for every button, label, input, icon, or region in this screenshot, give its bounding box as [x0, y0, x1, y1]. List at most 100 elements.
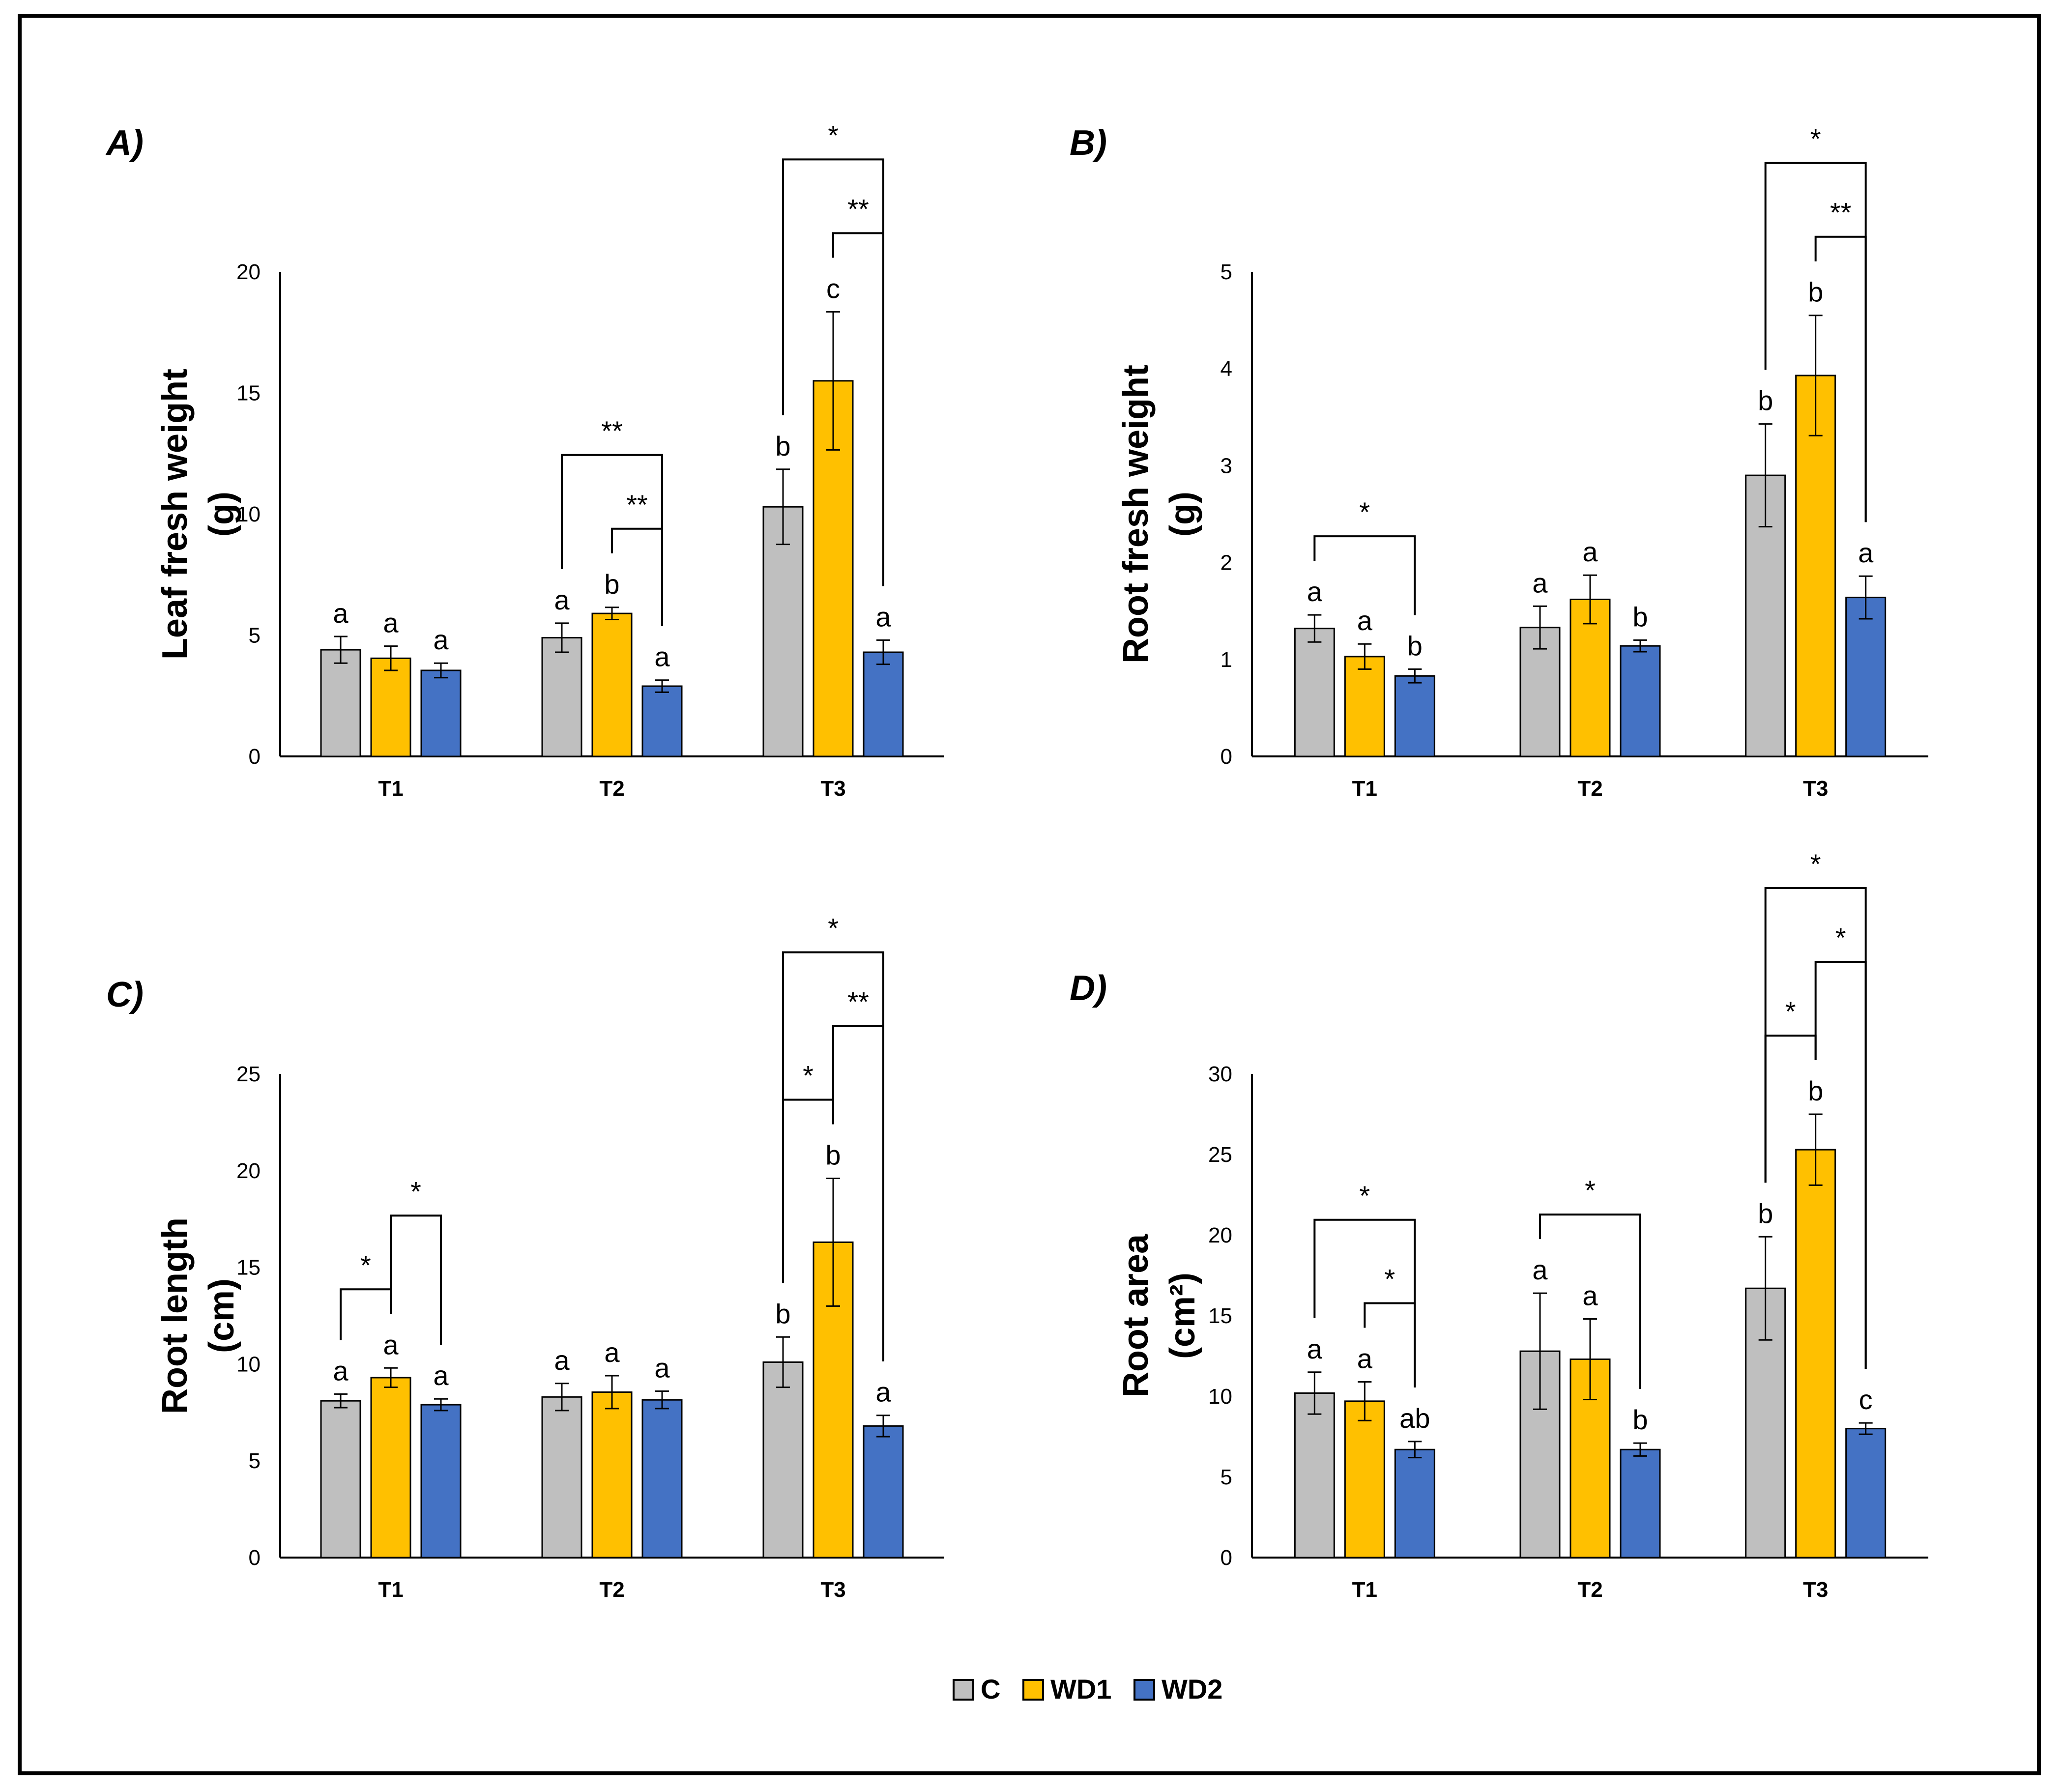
y-tick-label: 1 — [1220, 648, 1232, 672]
significance-letter: b — [1808, 277, 1823, 308]
bar-wd2 — [420, 1404, 462, 1559]
y-axis-label: (cm²) — [1163, 1272, 1202, 1359]
bar-c — [1294, 628, 1335, 757]
x-tick-label: T3 — [820, 777, 845, 801]
panel-letter: C) — [106, 975, 144, 1014]
bar-wd2 — [641, 1399, 683, 1559]
bar-c — [320, 1400, 361, 1559]
bar-wd2 — [863, 1425, 904, 1559]
y-tick-label: 0 — [249, 745, 261, 769]
y-tick-label: 30 — [1208, 1062, 1232, 1086]
significance-letter: b — [604, 569, 619, 600]
legend-swatch-c — [953, 1679, 974, 1701]
significance-stars: * — [1384, 1263, 1395, 1294]
legend-swatch-wd1 — [1022, 1679, 1044, 1701]
x-tick-label: T2 — [1577, 1578, 1602, 1602]
y-axis-label: (cm) — [202, 1278, 241, 1353]
significance-letter: b — [775, 1298, 790, 1329]
x-tick-label: T1 — [1352, 777, 1377, 801]
y-axis-label: (g) — [1163, 491, 1202, 537]
legend-label-wd1: WD1 — [1050, 1674, 1111, 1705]
x-tick-label: T1 — [378, 777, 403, 801]
significance-letter: a — [554, 584, 570, 615]
y-tick-label: 10 — [236, 1352, 261, 1376]
bar-wd2 — [1845, 1428, 1887, 1559]
significance-letter: a — [1357, 605, 1373, 636]
legend-label-wd2: WD2 — [1162, 1674, 1222, 1705]
y-tick-label: 0 — [1220, 745, 1232, 769]
significance-letter: b — [825, 1140, 841, 1171]
bar-wd2 — [1620, 645, 1661, 757]
significance-letter: a — [1858, 537, 1874, 568]
y-axis-label: Root fresh weight — [1116, 365, 1156, 664]
y-tick-label: 20 — [236, 1159, 261, 1183]
significance-stars: * — [828, 119, 839, 150]
bar-wd2 — [1620, 1448, 1661, 1559]
panel-letter: D) — [1070, 969, 1107, 1008]
significance-letter: a — [333, 598, 349, 629]
y-axis-label: Leaf fresh weight — [155, 369, 195, 660]
bar-wd1 — [1795, 375, 1836, 757]
significance-stars: * — [1835, 922, 1846, 953]
bar-wd2 — [863, 651, 904, 757]
significance-letter: a — [433, 1360, 449, 1391]
significance-letter: ab — [1399, 1403, 1430, 1434]
significance-stars: ** — [1830, 197, 1852, 228]
y-tick-label: 15 — [1208, 1304, 1232, 1328]
significance-stars: ** — [601, 415, 623, 446]
significance-letter: a — [654, 641, 670, 672]
bar-wd1 — [1569, 599, 1611, 757]
x-tick-label: T3 — [1803, 1578, 1828, 1602]
chart-panel-b: B) Root fresh weight (g) 0 1 2 3 4 5 T1 a a b T2 a a b T3… — [1070, 123, 1928, 801]
bar-c — [320, 649, 361, 757]
bar-c — [1294, 1392, 1335, 1559]
significance-letter: a — [554, 1345, 570, 1376]
y-tick-label: 5 — [249, 1449, 261, 1473]
significance-letter: b — [1758, 1198, 1773, 1229]
bar-wd1 — [370, 1377, 411, 1559]
significance-stars: * — [410, 1176, 421, 1207]
bar-c — [1519, 627, 1561, 757]
y-axis-label: Root area — [1116, 1234, 1156, 1397]
bar-wd2 — [1394, 1448, 1435, 1559]
chart-panel-a: A) Leaf fresh weight (g) 0 5 10 15 20 T1 a a a T2 a b a… — [105, 119, 944, 801]
significance-letter: a — [604, 1337, 620, 1368]
significance-letter: a — [433, 624, 449, 655]
significance-bracket — [390, 1214, 442, 1345]
bar-wd1 — [591, 612, 633, 757]
bar-wd1 — [1795, 1149, 1836, 1559]
panel-letter: A) — [105, 123, 144, 163]
significance-bracket — [782, 951, 884, 1361]
significance-stars: * — [1359, 496, 1370, 527]
significance-letter: c — [1859, 1384, 1873, 1415]
y-tick-label: 25 — [236, 1062, 261, 1086]
y-tick-label: 4 — [1220, 357, 1232, 381]
significance-letter: a — [1532, 567, 1548, 598]
panel-letter: B) — [1070, 123, 1107, 163]
significance-stars: * — [1810, 848, 1821, 879]
significance-bracket — [782, 158, 884, 586]
y-tick-label: 15 — [236, 381, 261, 405]
x-tick-label: T1 — [378, 1578, 403, 1602]
significance-stars: * — [1359, 1180, 1370, 1211]
y-tick-label: 0 — [1220, 1546, 1232, 1570]
figure-border — [18, 14, 2041, 1775]
x-tick-label: T1 — [1352, 1578, 1377, 1602]
legend: C WD1 WD2 — [953, 1674, 1222, 1705]
y-tick-label: 5 — [1220, 260, 1232, 284]
bar-c — [541, 636, 582, 757]
significance-letter: a — [333, 1355, 349, 1386]
y-tick-label: 5 — [249, 624, 261, 648]
significance-letter: b — [1632, 1404, 1648, 1435]
significance-stars: * — [828, 913, 839, 944]
significance-letter: c — [826, 273, 840, 304]
significance-letter: b — [1758, 385, 1773, 416]
significance-bracket — [1313, 1218, 1416, 1387]
significance-bracket — [561, 454, 663, 626]
x-tick-label: T2 — [599, 1578, 624, 1602]
y-tick-label: 5 — [1220, 1465, 1232, 1489]
significance-bracket — [1313, 535, 1416, 615]
significance-stars: * — [803, 1060, 814, 1091]
significance-letter: a — [1582, 1280, 1598, 1311]
